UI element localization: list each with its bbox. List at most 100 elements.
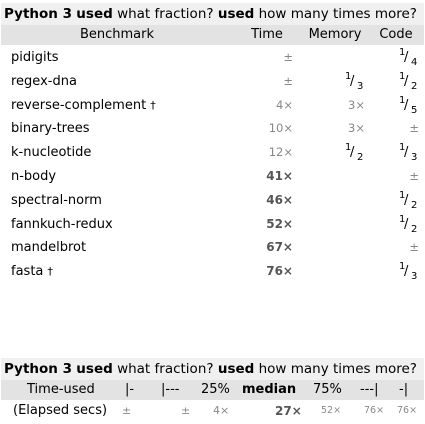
code-fraction: 1/3 [397,141,419,164]
memory-value [301,213,365,236]
fraction-denominator: 2 [411,199,418,211]
table-row: reverse-complement † 4× 3× 1/5 [1,94,424,117]
dagger-mark: † [150,98,156,112]
dagger-mark: † [47,265,53,279]
time-value: 10× [268,121,293,136]
column-header-row: Benchmark Time Memory Code [1,25,424,45]
benchmark-name[interactable]: k-nucleotide [11,141,91,164]
title-used-2: used [217,6,255,22]
code-fraction: 1/2 [397,189,419,212]
benchmark-name[interactable]: reverse-complement † [11,94,156,117]
fraction-numerator: 1 [399,94,406,106]
table-row: regex-dna ±1/3 1/2 [1,70,424,93]
summary-title-question-2: how many times more? [258,361,417,377]
benchmark-name[interactable]: binary-trees [11,117,90,140]
table-row: fannkuch-redux 52× 1/2 [1,213,424,236]
title-lang: Python 3 [4,6,72,22]
table-row: k-nucleotide 12× 1/2 1/3 [1,141,424,164]
fraction-denominator: 2 [411,80,418,92]
fraction-slash: / [404,97,409,113]
table-row: fasta † 76× 1/3 [1,260,424,283]
time-value: ± [283,73,293,88]
code-fraction: 1/2 [397,70,419,93]
time-value: 52× [266,216,293,231]
title-used-1: used [76,6,113,22]
memory-value [301,189,365,212]
time-value: 46× [266,192,293,207]
summary-value-max: 76× [397,405,418,416]
code-value: 1/2 [373,189,419,212]
table-row: pidigits ±1/4 [1,46,424,69]
table-row: spectral-norm 46× 1/2 [1,189,424,212]
benchmark-name-text: fasta [11,264,44,280]
table-title: Python 3 used what fraction? used how ma… [1,3,424,25]
benchmark-name[interactable]: spectral-norm [11,189,102,212]
memory-value: 1/2 [301,141,365,164]
title-question-2: how many times more? [258,6,417,22]
code-value: ± [409,169,419,183]
summary-header-75: 75% [313,382,342,397]
summary-header-max: -| [399,382,409,397]
fraction-denominator: 2 [411,223,418,235]
table-row: mandelbrot 67× ± [1,236,424,259]
summary-header-q4: ---| [360,382,379,397]
fraction-numerator: 1 [399,70,406,82]
table-row: n-body 41× ± [1,165,424,188]
time-value: 76× [266,264,293,279]
benchmark-name[interactable]: regex-dna [11,70,77,93]
fraction-slash: / [404,216,409,232]
memory-value [301,260,365,283]
fraction-numerator: 1 [399,189,406,201]
summary-header-25: 25% [201,382,230,397]
time-value: 41× [266,169,293,183]
fraction-denominator: 3 [411,271,418,283]
fraction-numerator: 1 [345,70,352,82]
fraction-denominator: 3 [411,152,418,164]
header-memory: Memory [308,27,362,42]
benchmark-name[interactable]: fannkuch-redux [11,213,113,236]
fraction-numerator: 1 [399,47,406,58]
title-question-1: what fraction? [117,6,214,22]
benchmark-name-text: reverse-complement [11,97,147,113]
benchmark-name-text: k-nucleotide [11,145,92,161]
benchmark-name-text: regex-dna [11,73,77,89]
benchmark-name-text: binary-trees [11,121,90,137]
fraction-slash: / [350,145,355,161]
code-fraction: 1/5 [397,94,419,117]
fraction-numerator: 1 [399,142,406,154]
fraction-slash: / [404,192,409,208]
benchmark-name-text: n-body [11,169,57,184]
summary-title-question-1: what fraction? [117,361,214,377]
code-fraction: 1/4 [397,46,419,69]
summary-title-used-2: used [217,361,255,377]
code-value: 1/2 [373,213,419,236]
summary-value-75: 52× [321,405,342,416]
memory-value: 1/3 [301,70,365,93]
fraction-slash: / [404,145,409,161]
table-row: binary-trees 10× 3× ± [1,117,424,140]
time-value: 4× [276,97,293,112]
summary-label: (Elapsed secs) [13,403,108,418]
summary-header-q0: |--- [161,382,180,397]
memory-fraction: 1/3 [343,70,365,93]
benchmark-name-text: pidigits [11,50,59,65]
memory-value [301,165,365,188]
benchmark-name[interactable]: n-body [11,165,56,188]
fraction-numerator: 1 [399,213,406,225]
benchmark-name[interactable]: pidigits [11,46,58,69]
summary-value-median: 27× [275,404,302,418]
memory-value [301,46,365,69]
fraction-slash: / [404,50,409,65]
benchmark-name[interactable]: mandelbrot [11,236,86,259]
fraction-denominator: 2 [357,152,364,164]
benchmark-name-text: mandelbrot [11,240,87,256]
summary-value-25: 4× [213,404,230,417]
fraction-numerator: 1 [399,261,406,273]
time-value: 12× [268,145,293,160]
summary-header-row: Time-used |- |--- 25% median 75% ---| -| [1,380,424,400]
summary-values-row: (Elapsed secs) ± ± 4× 27× 52× 76× 76× [1,400,424,422]
fraction-denominator: 4 [411,57,418,68]
summary-title: Python 3 used what fraction? used how ma… [1,358,424,380]
benchmark-name[interactable]: fasta † [11,260,53,283]
summary-value-min: ± [122,404,132,417]
